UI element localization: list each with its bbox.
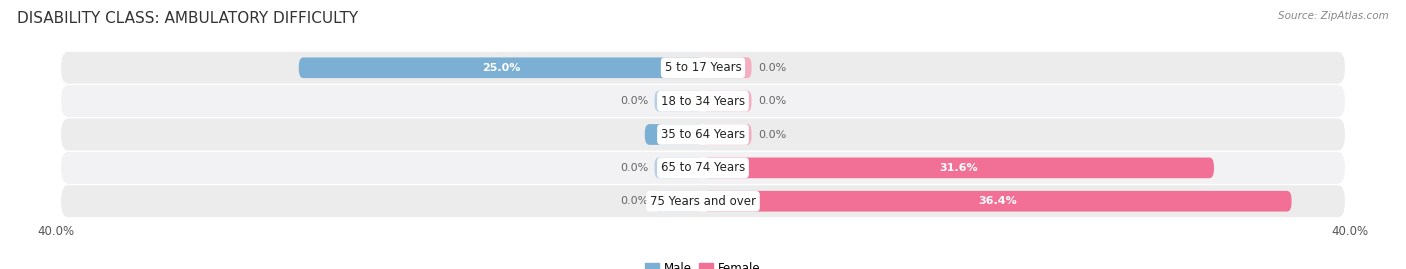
FancyBboxPatch shape: [60, 185, 1346, 217]
Text: 75 Years and over: 75 Years and over: [650, 195, 756, 208]
Text: 18 to 34 Years: 18 to 34 Years: [661, 95, 745, 108]
Text: 65 to 74 Years: 65 to 74 Years: [661, 161, 745, 174]
FancyBboxPatch shape: [645, 124, 703, 145]
FancyBboxPatch shape: [654, 91, 703, 111]
Text: 0.0%: 0.0%: [758, 96, 786, 106]
Text: 5 to 17 Years: 5 to 17 Years: [665, 61, 741, 74]
Text: 0.0%: 0.0%: [620, 196, 648, 206]
Legend: Male, Female: Male, Female: [641, 258, 765, 269]
FancyBboxPatch shape: [60, 85, 1346, 117]
Text: 0.0%: 0.0%: [620, 96, 648, 106]
FancyBboxPatch shape: [703, 91, 752, 111]
Text: DISABILITY CLASS: AMBULATORY DIFFICULTY: DISABILITY CLASS: AMBULATORY DIFFICULTY: [17, 11, 359, 26]
FancyBboxPatch shape: [703, 124, 752, 145]
Text: 0.0%: 0.0%: [758, 129, 786, 140]
FancyBboxPatch shape: [703, 191, 1292, 212]
Text: 25.0%: 25.0%: [482, 63, 520, 73]
Text: 35 to 64 Years: 35 to 64 Years: [661, 128, 745, 141]
FancyBboxPatch shape: [60, 52, 1346, 84]
FancyBboxPatch shape: [703, 158, 1213, 178]
Text: 3.6%: 3.6%: [658, 129, 689, 140]
FancyBboxPatch shape: [654, 191, 703, 212]
Text: 0.0%: 0.0%: [620, 163, 648, 173]
FancyBboxPatch shape: [703, 57, 752, 78]
FancyBboxPatch shape: [60, 152, 1346, 184]
Text: 31.6%: 31.6%: [939, 163, 977, 173]
Text: 0.0%: 0.0%: [758, 63, 786, 73]
FancyBboxPatch shape: [298, 57, 703, 78]
FancyBboxPatch shape: [60, 118, 1346, 151]
FancyBboxPatch shape: [654, 158, 703, 178]
Text: Source: ZipAtlas.com: Source: ZipAtlas.com: [1278, 11, 1389, 21]
Text: 36.4%: 36.4%: [979, 196, 1017, 206]
